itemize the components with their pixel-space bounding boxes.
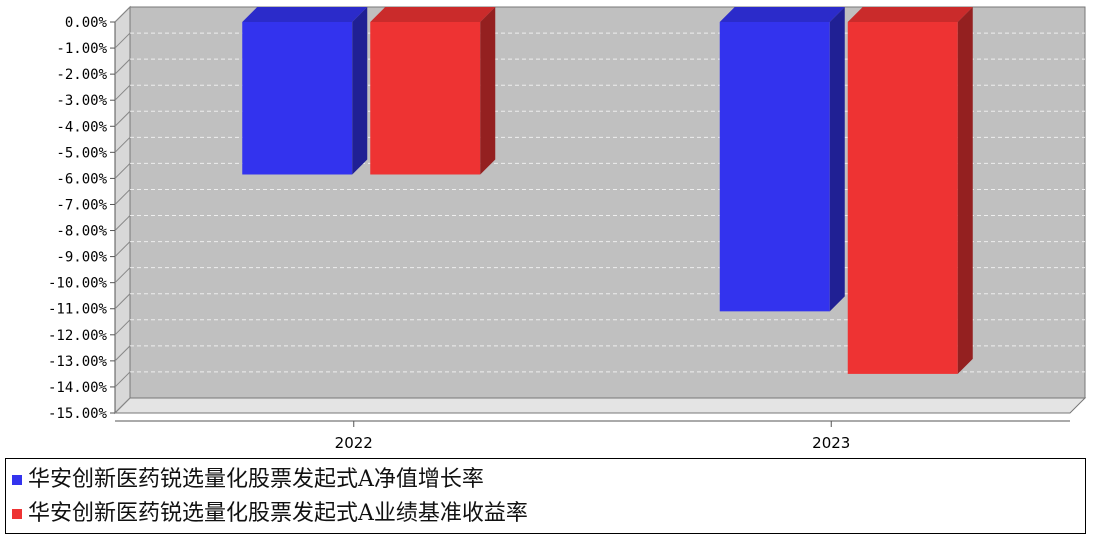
- bar-side: [829, 7, 845, 312]
- y-tick-label: -5.00%: [56, 145, 107, 161]
- gridline-side: [114, 136, 131, 153]
- gridline-side: [114, 345, 131, 362]
- plot-floor: [113, 397, 1087, 414]
- gridline-side: [114, 293, 131, 310]
- gridline-side: [114, 189, 131, 205]
- bar-side: [352, 7, 368, 175]
- y-tick-label: -9.00%: [56, 250, 107, 266]
- gridline-side: [114, 58, 131, 75]
- gridline-side: [114, 267, 131, 284]
- bar-top: [719, 7, 845, 22]
- gridline-side: [114, 163, 131, 179]
- plot-side-wall: [114, 5, 131, 415]
- gridline-side: [114, 110, 131, 127]
- y-tick-label: -7.00%: [56, 197, 107, 213]
- legend-label: 华安创新医药锐选量化股票发起式A净值增长率: [28, 467, 484, 492]
- legend-swatch-blue: [12, 475, 22, 485]
- gridline-side: [114, 319, 131, 336]
- x-axis-ticks: 2022 2023: [335, 421, 850, 452]
- x-tick-label: 2022: [335, 434, 373, 452]
- y-tick-label: -13.00%: [48, 354, 108, 370]
- gridlines: [114, 6, 1085, 414]
- legend-item-series-1: 华安创新医药锐选量化股票发起式A净值增长率: [12, 465, 484, 495]
- y-tick-label: -4.00%: [56, 119, 107, 135]
- y-tick-label: 0.00%: [65, 15, 108, 31]
- bar-top: [242, 7, 368, 22]
- legend-swatch-red: [12, 509, 22, 519]
- gridline-side: [114, 6, 131, 23]
- gridline-side: [114, 215, 131, 231]
- y-tick-label: -8.00%: [56, 224, 107, 240]
- bar-front: [370, 22, 481, 175]
- bar-front: [847, 22, 958, 374]
- bars: [242, 7, 973, 374]
- chart: 0.00% -1.00% -2.00% -3.00% -4.00% -5.00% -6.00…: [48, 5, 1087, 452]
- y-tick-label: -11.00%: [48, 302, 108, 318]
- bar: [847, 7, 973, 374]
- y-tick-label: -10.00%: [48, 276, 108, 292]
- bar-side: [480, 7, 496, 175]
- legend-item-series-2: 华安创新医药锐选量化股票发起式A业绩基准收益率: [12, 499, 528, 529]
- bar-front: [242, 22, 353, 175]
- gridline-side: [114, 32, 131, 49]
- gridline-side: [114, 241, 131, 257]
- y-tick-label: -6.00%: [56, 171, 107, 187]
- bar-top: [370, 7, 496, 22]
- gridline-side: [114, 371, 131, 388]
- y-tick-label: -3.00%: [56, 93, 107, 109]
- y-tick-label: -2.00%: [56, 67, 107, 83]
- bar: [370, 7, 496, 175]
- bar-top: [847, 7, 973, 22]
- bar: [719, 7, 845, 312]
- y-axis-ticks: 0.00% -1.00% -2.00% -3.00% -4.00% -5.00% -6.00…: [48, 15, 115, 422]
- y-tick-label: -14.00%: [48, 380, 108, 396]
- legend: 华安创新医药锐选量化股票发起式A净值增长率 华安创新医药锐选量化股票发起式A业绩…: [5, 458, 1086, 534]
- bar: [242, 7, 368, 175]
- x-tick-label: 2023: [812, 434, 850, 452]
- y-tick-label: -12.00%: [48, 328, 108, 344]
- gridline-side: [114, 84, 131, 101]
- gridline-side: [114, 397, 131, 414]
- bar-side: [957, 7, 973, 374]
- bar-front: [719, 22, 830, 312]
- legend-label: 华安创新医药锐选量化股票发起式A业绩基准收益率: [28, 501, 528, 526]
- y-tick-label: -1.00%: [56, 41, 107, 57]
- y-tick-label: -15.00%: [48, 406, 108, 422]
